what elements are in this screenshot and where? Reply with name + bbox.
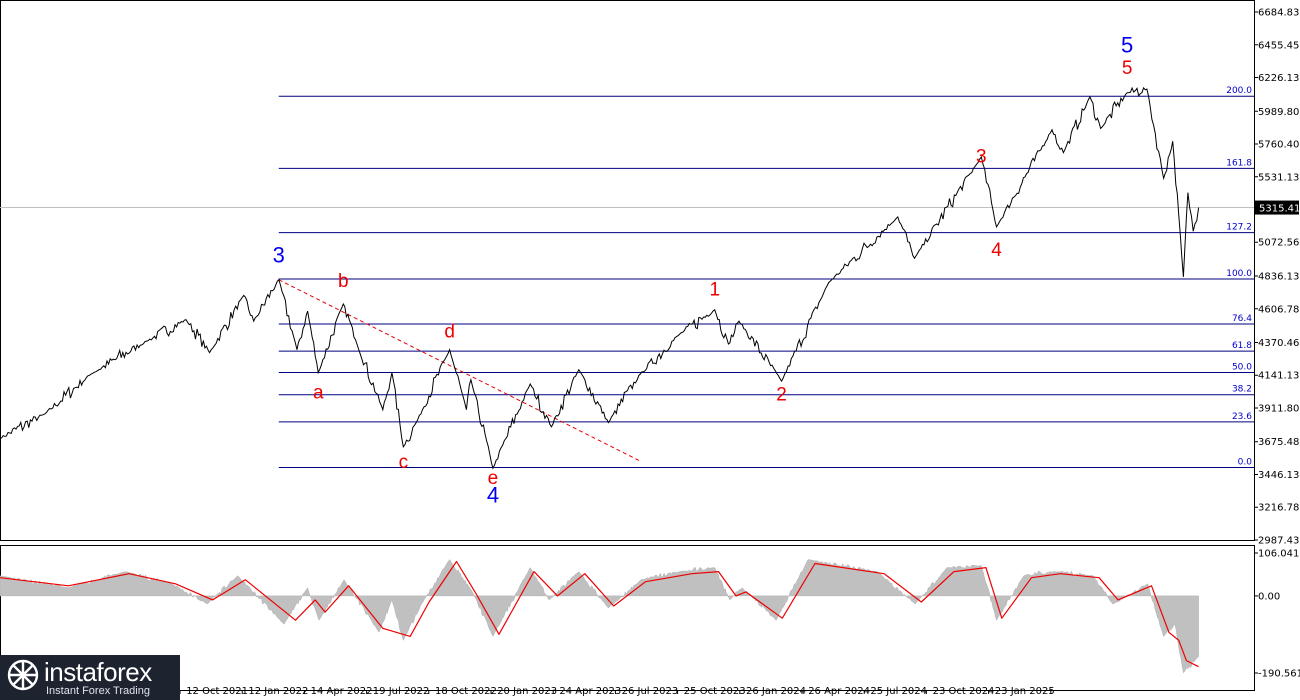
price-tick-label: 3675.48 [1258,437,1299,448]
oscillator-signal-line [0,560,1199,668]
time-tick-label: 24 Apr 2023 [559,686,621,697]
fib-level-label: 0.0 [1238,458,1253,468]
price-tick-label: 3911.80 [1258,403,1299,414]
osc-tick-label: -190.561 [1258,669,1300,680]
time-tick-label: 12 Jan 2022 [248,686,308,697]
time-tick-label: 14 Apr 2022 [311,686,373,697]
wave-label-blue: 4 [487,483,499,508]
wave-label-red: 3 [976,147,987,168]
oscillator-histogram [0,559,1199,674]
logo-tagline: Instant Forex Trading [46,685,150,697]
price-tick-label: 4836.13 [1258,272,1299,283]
instaforex-logo: instaforex Instant Forex Trading [0,655,180,700]
wave-label-blue: 3 [273,243,285,268]
time-tick-label: 26 Jan 2024 [746,686,806,697]
price-tick-label: 5760.40 [1258,140,1299,151]
wave-label-red: c [399,452,409,473]
price-tick-label: 4370.46 [1258,338,1299,349]
price-line [0,86,1200,470]
time-tick-label: 23 Jan 2025 [995,686,1055,697]
time-tick-label: 26 Jul 2023 [622,686,679,697]
osc-tick-label: 0.00 [1258,591,1280,602]
wave-label-red: d [444,322,455,343]
time-tick-label: 12 Oct 2021 [186,686,248,697]
price-tick-label: 6226.13 [1258,73,1299,84]
price-tick-label: 6684.83 [1258,8,1299,19]
wave-label-red: e [488,468,499,489]
price-tick-label: 5072.56 [1258,238,1299,249]
time-tick-label: 25 Jul 2024 [870,686,927,697]
wave-label-red: 4 [991,240,1002,261]
price-tick-label: 6455.45 [1258,40,1299,51]
fib-level-label: 161.8 [1226,158,1252,168]
wave-label-blue: 5 [1121,33,1133,58]
price-tick-label: 4606.78 [1258,304,1299,315]
fib-level-label: 23.6 [1232,412,1252,422]
time-tick-label: 18 Oct 2022 [435,686,497,697]
time-tick-label: 26 Apr 2024 [808,686,870,697]
time-tick-label: 25 Oct 2023 [684,686,746,697]
fibonacci-levels: 200.0 161.8 127.2 100.0 76.4 61.8 50.0 38.2 23.6… [278,86,1254,469]
fib-level-label: 127.2 [1226,223,1252,233]
fib-level-label: 76.4 [1232,314,1252,324]
dashed-trendline [278,279,641,462]
time-tick-label: 23 Oct 2024 [933,686,995,697]
price-tick-label: 3446.13 [1258,470,1299,481]
price-tick-label: 2987.43 [1258,536,1299,547]
oscillator-panel-frame [0,545,1255,691]
current-price-label: 5315.41 [1259,204,1300,215]
osc-tick-label: 106.041 [1258,549,1299,560]
time-tick-label: 20 Jan 2023 [497,686,557,697]
wave-label-red: a [313,382,324,403]
fib-level-label: 50.0 [1232,363,1252,373]
wave-label-red: 5 [1122,58,1133,79]
current-price-box [1255,200,1299,215]
time-tick-label: 19 Jul 2022 [373,686,430,697]
fib-level-label: 61.8 [1232,341,1252,351]
wave-label-red: 1 [709,279,720,300]
logo-name: instaforex [44,657,152,687]
wave-label-red: 2 [776,384,787,405]
instaforex-logo-icon [7,659,39,691]
price-tick-label: 5989.80 [1258,107,1299,118]
fib-level-label: 200.0 [1226,86,1252,96]
fib-level-label: 100.0 [1226,269,1252,279]
price-tick-label: 4141.13 [1258,371,1299,382]
wave-label-red: b [338,271,349,292]
price-axis: 6684.83 6455.45 6226.13 5989.80 5760.40 5531.… [1254,8,1299,547]
price-tick-label: 5531.13 [1258,172,1299,183]
price-tick-label: 3216.78 [1258,503,1299,514]
price-panel-frame [0,0,1255,541]
oscillator: 106.041 0.00 -190.561 [0,549,1300,680]
fib-level-label: 38.2 [1232,385,1252,395]
